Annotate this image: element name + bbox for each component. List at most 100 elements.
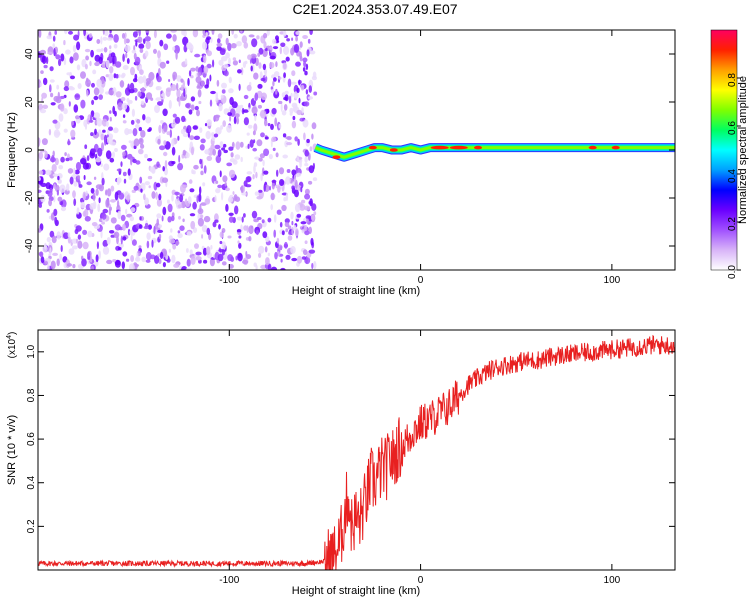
noise-speckle (288, 231, 292, 235)
snr-x-tick-label: -100 (219, 575, 239, 586)
noise-speckle (177, 135, 180, 141)
noise-speckle (182, 133, 189, 138)
noise-speckle (304, 149, 310, 157)
noise-speckle (54, 216, 58, 225)
noise-speckle (230, 43, 237, 49)
noise-speckle (189, 135, 195, 141)
noise-speckle (294, 228, 299, 237)
noise-speckle (189, 249, 193, 255)
noise-speckle (46, 236, 51, 243)
noise-speckle (296, 213, 302, 218)
noise-speckle (266, 30, 270, 36)
noise-speckle (237, 240, 240, 244)
noise-speckle (298, 79, 301, 86)
noise-speckle (96, 48, 102, 53)
noise-speckle (223, 63, 229, 69)
noise-speckle (89, 60, 92, 67)
noise-speckle (212, 221, 217, 228)
noise-speckle (92, 192, 96, 202)
noise-speckle (197, 71, 202, 77)
noise-speckle (67, 236, 71, 244)
noise-speckle (168, 248, 171, 253)
noise-speckle (143, 193, 146, 201)
svg-text:(x104): (x104) (6, 332, 18, 359)
noise-speckle (285, 56, 290, 62)
noise-speckle (223, 70, 229, 77)
noise-speckle (138, 224, 143, 229)
noise-speckle (301, 256, 307, 260)
noise-speckle (76, 207, 80, 215)
noise-speckle (286, 142, 293, 146)
noise-speckle (82, 241, 89, 250)
noise-speckle (206, 246, 211, 256)
noise-speckle (190, 255, 196, 265)
noise-speckle (60, 53, 65, 62)
noise-speckle (234, 113, 240, 118)
noise-speckle (52, 35, 56, 42)
noise-speckle (246, 84, 252, 92)
noise-speckle (95, 188, 99, 196)
snr-y-tick-label: 0.8 (26, 388, 37, 402)
snr-axes: -100 0 100 0.2 0.4 0.6 0.8 1.0 (26, 330, 675, 586)
noise-speckle (304, 188, 310, 195)
noise-speckle (264, 47, 268, 52)
noise-speckle (40, 194, 46, 203)
snr-y-tick-label: 1.0 (26, 344, 37, 358)
noise-speckle (139, 216, 142, 221)
noise-speckle (238, 242, 242, 249)
noise-speckle (218, 224, 221, 230)
noise-speckle (200, 138, 206, 144)
noise-speckle (272, 80, 275, 87)
noise-speckle (43, 77, 48, 86)
noise-speckle (258, 157, 263, 162)
snr-series-line (38, 334, 675, 570)
noise-speckle (268, 154, 273, 160)
noise-speckle (190, 75, 194, 79)
noise-speckle (270, 204, 274, 211)
noise-speckle (122, 114, 126, 118)
noise-speckle (124, 87, 131, 96)
noise-speckle (308, 165, 315, 174)
noise-speckle (175, 240, 180, 246)
noise-speckle (46, 209, 50, 213)
noise-speckle (40, 182, 47, 187)
noise-speckle (196, 85, 201, 89)
noise-speckle (127, 168, 131, 176)
noise-speckle (186, 248, 189, 253)
noise-speckle (202, 182, 206, 187)
noise-speckle (104, 137, 107, 146)
noise-speckle (270, 123, 274, 130)
noise-speckle (262, 63, 267, 71)
noise-speckle (172, 34, 177, 42)
noise-speckle (279, 46, 282, 55)
noise-speckle (229, 158, 236, 163)
noise-speckle (91, 99, 95, 105)
noise-speckle (291, 185, 295, 190)
noise-speckle (252, 174, 255, 180)
noise-speckle (258, 62, 262, 69)
noise-speckle (235, 141, 241, 150)
noise-speckle (169, 238, 176, 244)
noise-speckle (159, 145, 166, 151)
noise-speckle (155, 97, 161, 101)
noise-speckle (138, 137, 144, 145)
noise-speckle (214, 144, 221, 150)
noise-speckle (184, 58, 188, 65)
noise-speckle (271, 136, 277, 143)
noise-speckle (221, 89, 226, 94)
noise-speckle (290, 92, 293, 98)
spectrogram-x-tick-label: -100 (219, 275, 239, 286)
noise-speckle (181, 115, 186, 123)
noise-speckle (203, 165, 207, 174)
noise-speckle (52, 43, 55, 49)
noise-speckle (182, 218, 185, 223)
noise-speckle (84, 63, 88, 70)
noise-speckle (220, 94, 224, 99)
noise-speckle (94, 61, 100, 67)
noise-speckle (193, 135, 200, 140)
noise-speckle (287, 225, 292, 230)
noise-speckle (56, 231, 61, 240)
noise-speckle (228, 212, 234, 216)
noise-speckle (65, 49, 71, 55)
signal-peak (332, 155, 341, 159)
